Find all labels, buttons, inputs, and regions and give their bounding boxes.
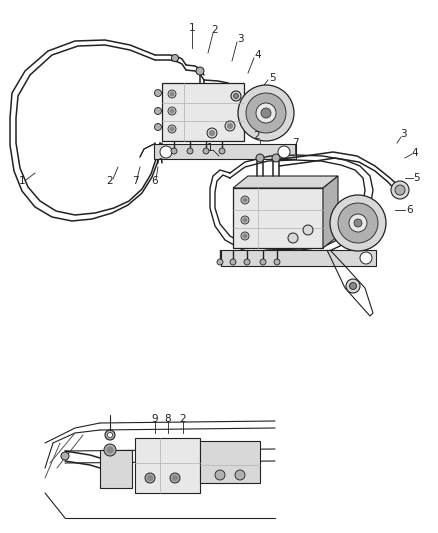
Circle shape: [171, 148, 177, 154]
Text: 4: 4: [254, 50, 261, 60]
Circle shape: [196, 67, 204, 75]
Circle shape: [346, 279, 360, 293]
Circle shape: [260, 259, 266, 265]
Circle shape: [168, 90, 176, 98]
Circle shape: [288, 233, 298, 243]
Circle shape: [243, 218, 247, 222]
Text: 1: 1: [19, 176, 25, 186]
Circle shape: [256, 103, 276, 123]
Circle shape: [155, 90, 162, 96]
Text: 2: 2: [107, 176, 113, 186]
Polygon shape: [233, 176, 338, 188]
Bar: [162, 83, 244, 141]
Bar: [100, 450, 132, 488]
Circle shape: [241, 232, 249, 240]
Circle shape: [231, 91, 241, 101]
Text: 1: 1: [189, 23, 195, 33]
Circle shape: [148, 475, 152, 481]
Circle shape: [203, 148, 209, 154]
Text: 3: 3: [400, 129, 406, 139]
Text: 3: 3: [237, 34, 244, 44]
Circle shape: [107, 432, 113, 438]
Circle shape: [360, 252, 372, 264]
Circle shape: [187, 148, 193, 154]
Text: 5: 5: [268, 73, 276, 83]
Text: 7: 7: [132, 176, 138, 186]
Circle shape: [104, 444, 116, 456]
Circle shape: [168, 107, 176, 115]
Circle shape: [172, 54, 179, 61]
Circle shape: [227, 124, 233, 128]
Text: 2: 2: [180, 414, 186, 424]
Circle shape: [238, 85, 294, 141]
Text: 8: 8: [165, 414, 171, 424]
Circle shape: [274, 259, 280, 265]
Circle shape: [350, 282, 357, 289]
Circle shape: [256, 154, 264, 162]
Circle shape: [170, 473, 180, 483]
Polygon shape: [323, 176, 338, 248]
Circle shape: [395, 185, 405, 195]
Circle shape: [261, 108, 271, 118]
Circle shape: [243, 234, 247, 238]
Text: 1: 1: [207, 143, 213, 153]
Circle shape: [235, 470, 245, 480]
Circle shape: [243, 198, 247, 202]
Bar: [154, 144, 296, 159]
Circle shape: [219, 148, 225, 154]
Circle shape: [107, 447, 113, 453]
Text: 4: 4: [412, 148, 418, 158]
Circle shape: [244, 259, 250, 265]
Circle shape: [391, 181, 409, 199]
Circle shape: [225, 121, 235, 131]
Bar: [221, 250, 376, 266]
Circle shape: [160, 146, 172, 158]
Text: 5: 5: [413, 173, 420, 183]
Circle shape: [278, 146, 290, 158]
Text: 2: 2: [212, 25, 218, 35]
Circle shape: [230, 259, 236, 265]
Circle shape: [241, 216, 249, 224]
Circle shape: [354, 219, 362, 227]
Bar: [233, 188, 323, 248]
Circle shape: [215, 470, 225, 480]
Bar: [200, 441, 260, 483]
Circle shape: [155, 124, 162, 131]
Circle shape: [170, 109, 174, 113]
Circle shape: [173, 475, 177, 481]
Circle shape: [217, 259, 223, 265]
Circle shape: [207, 128, 217, 138]
Circle shape: [349, 214, 367, 232]
Circle shape: [241, 196, 249, 204]
Circle shape: [170, 127, 174, 131]
Circle shape: [155, 108, 162, 115]
Circle shape: [303, 225, 313, 235]
Circle shape: [61, 452, 69, 460]
Text: 6: 6: [407, 205, 413, 215]
Text: 6: 6: [152, 176, 158, 186]
Text: 2: 2: [254, 131, 260, 141]
Circle shape: [145, 473, 155, 483]
Circle shape: [233, 93, 239, 99]
Bar: [135, 438, 200, 493]
Circle shape: [272, 154, 280, 162]
Circle shape: [330, 195, 386, 251]
Text: 9: 9: [152, 414, 158, 424]
Circle shape: [209, 131, 215, 135]
Circle shape: [105, 430, 115, 440]
Circle shape: [168, 125, 176, 133]
Circle shape: [170, 92, 174, 96]
Circle shape: [246, 93, 286, 133]
Circle shape: [338, 203, 378, 243]
Text: 7: 7: [292, 138, 298, 148]
